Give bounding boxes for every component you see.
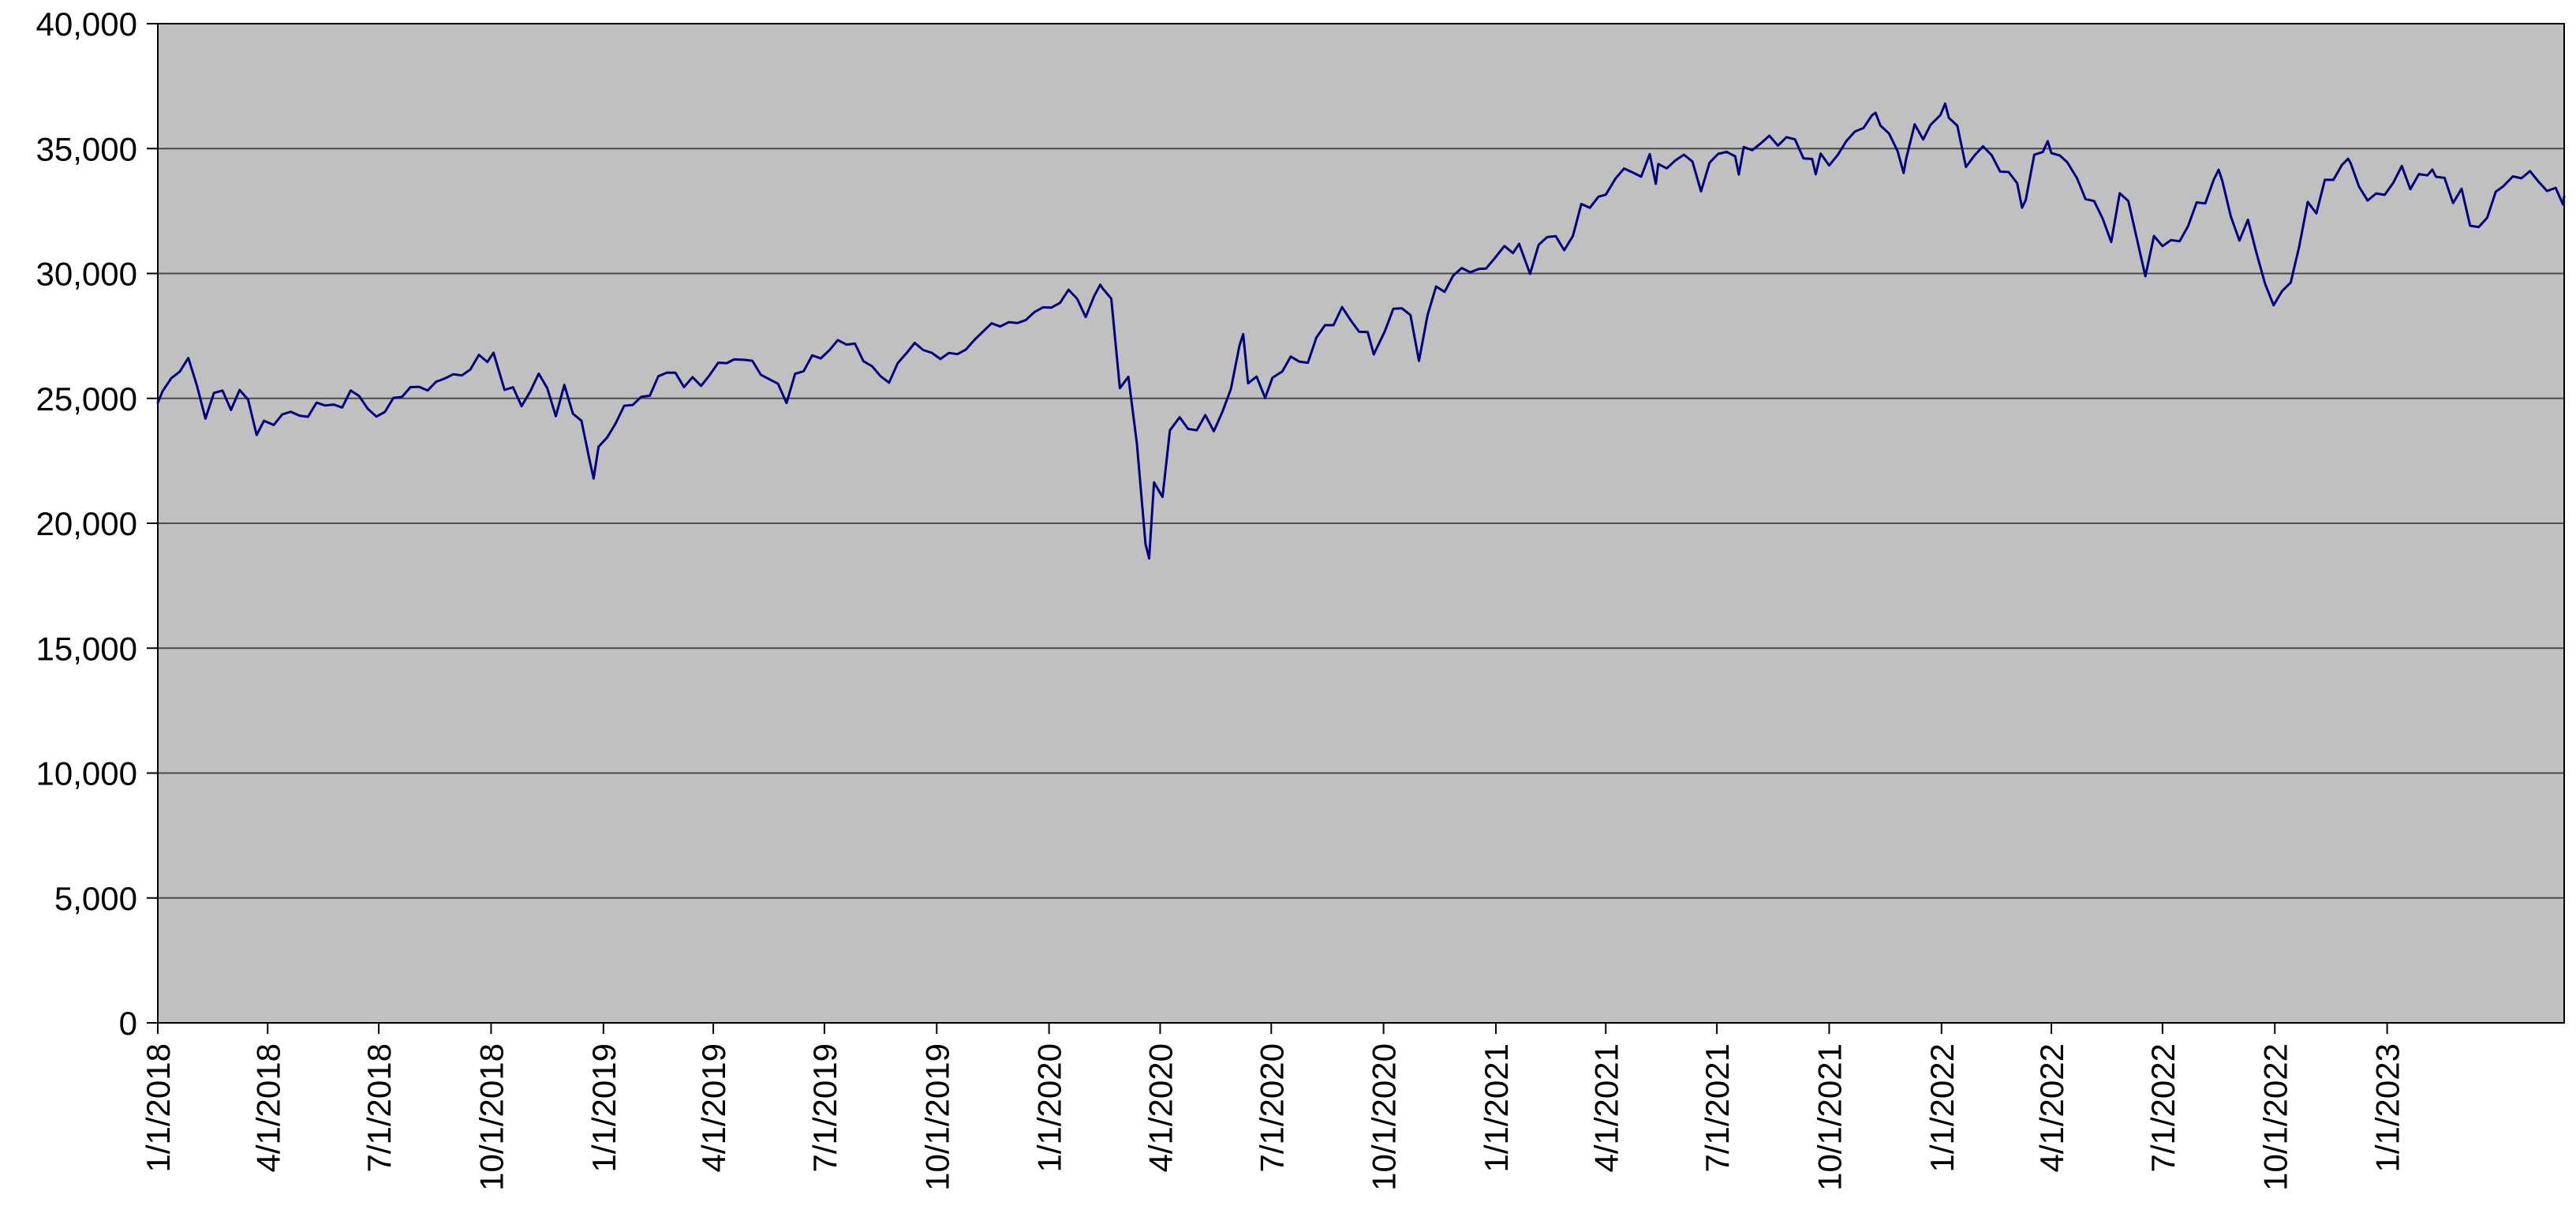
y-axis-label: 40,000 (36, 6, 137, 43)
x-axis-label: 4/1/2018 (249, 1043, 286, 1173)
x-axis-label: 10/1/2021 (1811, 1043, 1848, 1191)
x-axis-label: 1/1/2020 (1031, 1043, 1068, 1173)
x-axis-label: 1/1/2019 (585, 1043, 623, 1173)
x-axis-label: 4/1/2022 (2033, 1043, 2070, 1173)
x-axis-label: 4/1/2020 (1142, 1043, 1179, 1173)
x-axis-label: 1/1/2022 (1924, 1043, 1961, 1173)
y-axis-label: 35,000 (36, 130, 137, 167)
x-axis-label: 7/1/2018 (361, 1043, 398, 1173)
y-axis-label: 30,000 (36, 256, 137, 293)
series-line (156, 102, 2566, 560)
x-axis-label: 4/1/2021 (1587, 1043, 1624, 1173)
x-axis-label: 7/1/2022 (2144, 1043, 2182, 1173)
y-axis-label: 25,000 (36, 380, 137, 418)
x-axis-label: 7/1/2021 (1699, 1043, 1736, 1173)
x-axis-label: 4/1/2019 (695, 1043, 732, 1173)
y-axis-label: 0 (119, 1005, 137, 1042)
x-axis-label: 10/1/2020 (1366, 1043, 1403, 1191)
x-axis-label: 1/1/2021 (1478, 1043, 1515, 1173)
x-axis-label: 10/1/2022 (2256, 1043, 2294, 1191)
y-axis-label: 10,000 (36, 755, 137, 792)
y-axis-label: 20,000 (36, 505, 137, 542)
x-axis-label: 7/1/2020 (1253, 1043, 1290, 1173)
x-axis-label: 10/1/2019 (918, 1043, 955, 1191)
x-axis-label: 1/1/2018 (140, 1043, 177, 1173)
x-axis-label: 10/1/2018 (473, 1043, 510, 1191)
y-axis-label: 15,000 (36, 630, 137, 667)
y-axis-label: 5,000 (54, 880, 137, 917)
x-axis-label: 7/1/2019 (806, 1043, 843, 1173)
x-axis-label: 1/1/2023 (2369, 1043, 2406, 1173)
